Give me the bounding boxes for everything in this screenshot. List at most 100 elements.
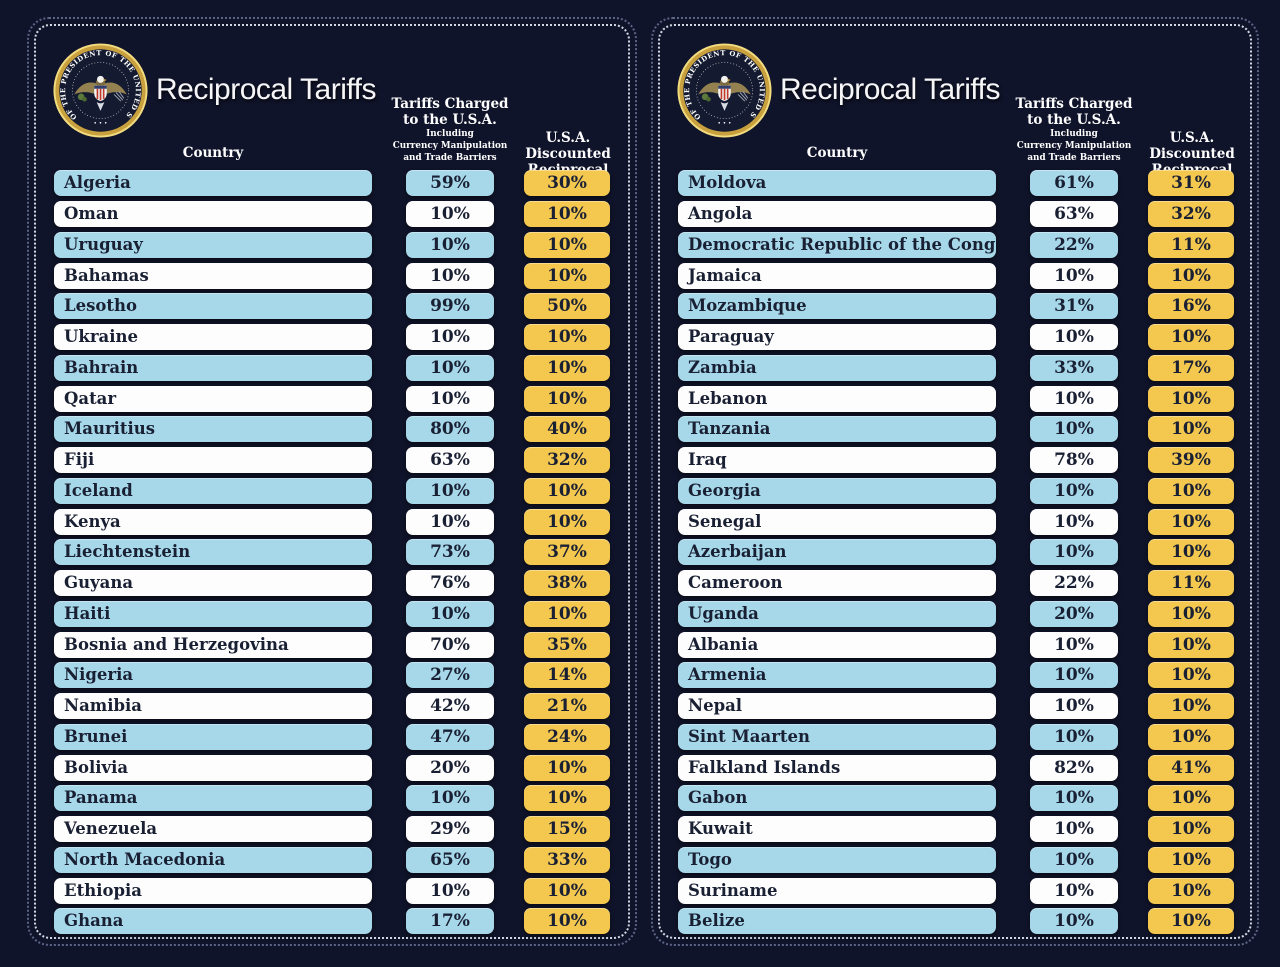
table-row: Zambia 33% 17% [678,353,1234,384]
table-row: Venezuela 29% 15% [54,814,610,845]
country-cell: Lebanon [678,385,996,412]
table-row: Falkland Islands 82% 41% [678,752,1234,783]
charged-sub-1: Including [426,129,474,140]
discounted-cell: 37% [524,539,610,566]
country-cell: Iceland [54,477,372,504]
panel-title: Reciprocal Tariffs [156,73,376,106]
discounted-cell: 24% [524,723,610,750]
table-row: Cameroon 22% 11% [678,568,1234,599]
discounted-cell: 10% [524,600,610,627]
charged-line-1: Tariffs Charged [1015,96,1133,112]
discounted-cell: 10% [524,908,610,935]
table-row: Brunei 47% 24% [54,722,610,753]
charged-cell: 10% [1030,477,1118,504]
charged-cell: 99% [406,293,494,320]
discounted-cell: 50% [524,293,610,320]
discounted-cell: 16% [1148,293,1234,320]
discounted-cell: 10% [1148,631,1234,658]
table-row: North Macedonia 65% 33% [54,845,610,876]
table-row: Lebanon 10% 10% [678,383,1234,414]
country-cell: North Macedonia [54,846,372,873]
discounted-line-1: U.S.A. Discounted [1149,130,1235,163]
country-cell: Panama [54,785,372,812]
country-cell: Suriname [678,877,996,904]
charged-cell: 10% [1030,785,1118,812]
discounted-cell: 10% [524,385,610,412]
charged-cell: 10% [1030,816,1118,843]
table-row: Uganda 20% 10% [678,599,1234,630]
discounted-line-1: U.S.A. Discounted [525,130,611,163]
country-cell: Sint Maarten [678,723,996,750]
table-row: Ukraine 10% 10% [54,322,610,353]
country-cell: Bahrain [54,354,372,381]
discounted-cell: 11% [1148,231,1234,258]
discounted-cell: 10% [1148,262,1234,289]
svg-text:• • •: • • • [94,121,108,127]
discounted-cell: 10% [524,785,610,812]
table-row: Togo 10% 10% [678,845,1234,876]
table-row: Kenya 10% 10% [54,506,610,537]
column-header-country: Country [182,145,244,161]
charged-cell: 10% [406,477,494,504]
tariff-panel-right: SEAL OF THE PRESIDENT OF THE UNITED STAT… [651,17,1259,946]
country-cell: Nigeria [54,662,372,689]
discounted-cell: 10% [524,877,610,904]
table-row: Algeria 59% 30% [54,168,610,199]
country-cell: Oman [54,201,372,228]
country-cell: Belize [678,908,996,935]
charged-cell: 73% [406,539,494,566]
discounted-cell: 10% [524,508,610,535]
discounted-cell: 10% [1148,385,1234,412]
charged-cell: 78% [1030,447,1118,474]
country-cell: Uruguay [54,231,372,258]
country-cell: Bahamas [54,262,372,289]
country-cell: Bosnia and Herzegovina [54,631,372,658]
country-cell: Falkland Islands [678,754,996,781]
discounted-cell: 10% [524,324,610,351]
charged-line-2: to the U.S.A. [403,112,497,129]
discounted-cell: 21% [524,693,610,720]
charged-cell: 20% [406,754,494,781]
country-cell: Georgia [678,477,996,504]
charged-cell: 10% [1030,416,1118,443]
table-row: Iraq 78% 39% [678,445,1234,476]
table-row: Bahrain 10% 10% [54,353,610,384]
charged-cell: 10% [1030,262,1118,289]
country-cell: Ghana [54,908,372,935]
country-cell: Ethiopia [54,877,372,904]
charged-cell: 10% [406,385,494,412]
table-row: Nepal 10% 10% [678,691,1234,722]
charged-cell: 10% [1030,693,1118,720]
table-row: Qatar 10% 10% [54,383,610,414]
charged-cell: 22% [1030,231,1118,258]
charged-cell: 10% [406,785,494,812]
country-cell: Qatar [54,385,372,412]
column-header-charged: Tariffs Charged to the U.S.A. Including … [388,96,512,164]
country-cell: Uganda [678,600,996,627]
country-cell: Venezuela [54,816,372,843]
charged-cell: 10% [1030,385,1118,412]
discounted-cell: 10% [524,231,610,258]
discounted-cell: 14% [524,662,610,689]
discounted-cell: 10% [1148,785,1234,812]
discounted-cell: 10% [1148,539,1234,566]
table-row: Democratic Republic of the Congo 22% 11% [678,230,1234,261]
discounted-cell: 10% [1148,324,1234,351]
charged-cell: 63% [406,447,494,474]
charged-cell: 61% [1030,170,1118,197]
discounted-cell: 10% [1148,846,1234,873]
discounted-cell: 10% [524,477,610,504]
country-cell: Algeria [54,170,372,197]
charged-cell: 10% [406,262,494,289]
charged-cell: 33% [1030,354,1118,381]
charged-cell: 59% [406,170,494,197]
discounted-cell: 41% [1148,754,1234,781]
discounted-cell: 10% [524,354,610,381]
table-row: Tanzania 10% 10% [678,414,1234,445]
table-row: Belize 10% 10% [678,906,1234,937]
charged-cell: 10% [406,231,494,258]
charged-cell: 10% [1030,324,1118,351]
charged-cell: 42% [406,693,494,720]
charged-line-1: Tariffs Charged [391,96,509,112]
presidential-seal-icon: SEAL OF THE PRESIDENT OF THE UNITED STAT… [52,42,148,138]
